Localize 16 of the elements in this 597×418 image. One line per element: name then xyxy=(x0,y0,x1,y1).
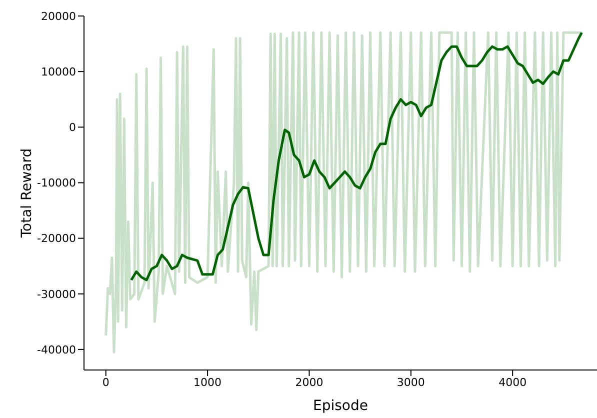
x-tick-label: 4000 xyxy=(498,376,527,389)
line-series xyxy=(130,31,583,282)
y-tick-label: -20000 xyxy=(37,232,76,246)
y-tick-label: 0 xyxy=(69,121,76,134)
x-tick-label: 2000 xyxy=(295,376,324,389)
y-tick-label: -40000 xyxy=(37,343,76,356)
y-tick-label: 20000 xyxy=(41,10,76,23)
y-axis-title: Total Reward xyxy=(18,148,35,239)
x-tick-label: 1000 xyxy=(194,376,222,389)
y-tick-label: -30000 xyxy=(37,288,76,301)
x-tick-label: 0 xyxy=(102,376,110,389)
y-tick-label: 10000 xyxy=(41,65,76,78)
x-tick-label: 3000 xyxy=(396,376,425,389)
x-axis-title: Episode xyxy=(313,398,368,414)
line-series xyxy=(104,31,583,354)
y-tick-label: -10000 xyxy=(37,176,76,190)
